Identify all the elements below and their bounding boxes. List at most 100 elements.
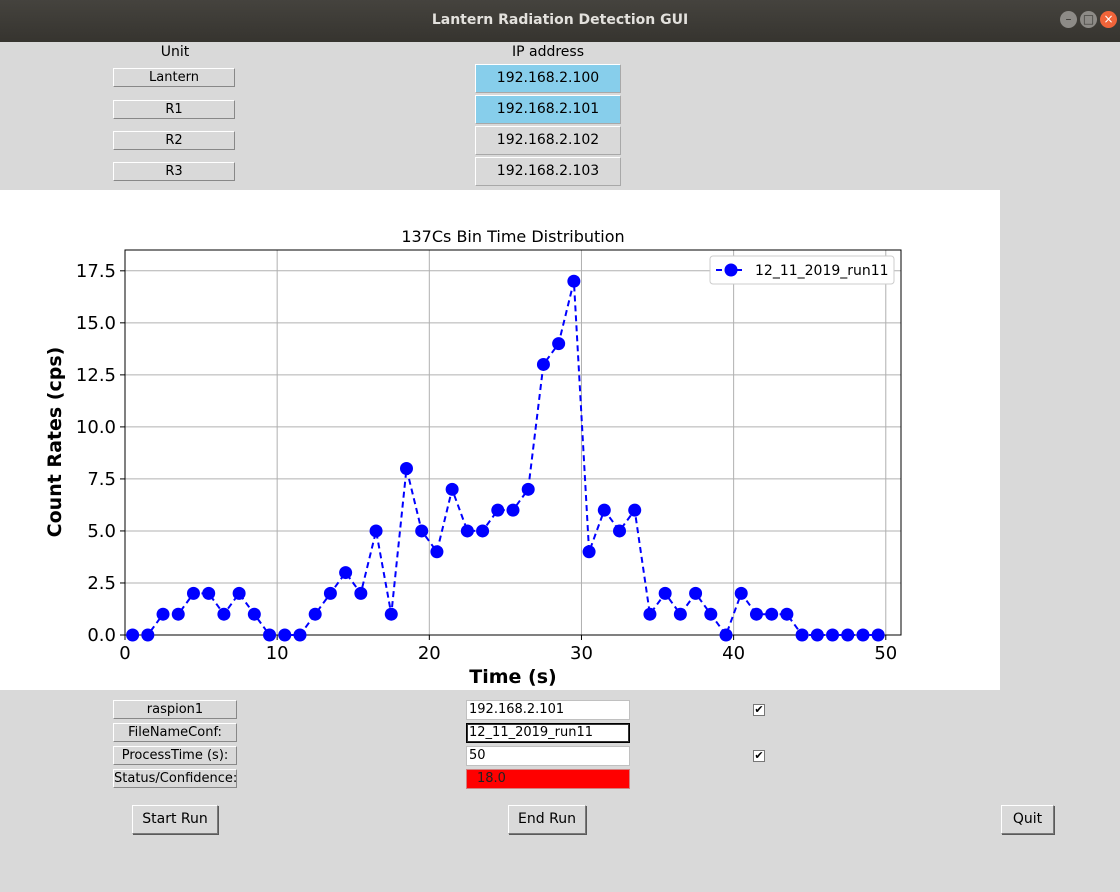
processtime-input[interactable]: 50 (466, 746, 630, 766)
data-point (749, 607, 763, 621)
data-point (293, 628, 307, 642)
chart-xlabel: Time (s) (469, 666, 556, 688)
data-point (506, 503, 520, 517)
chart-legend: 12_11_2019_run11 (709, 255, 895, 285)
data-point (673, 607, 687, 621)
unit-header: Unit (160, 44, 190, 60)
window-titlebar: Lantern Radiation Detection GUI – □ × (0, 0, 1120, 42)
x-tick-label: 30 (570, 643, 593, 664)
data-point (430, 545, 444, 559)
data-point (628, 503, 642, 517)
processtime-checkbox[interactable]: ✔ (753, 749, 765, 762)
plot-canvas: 0 10 20 30 40 50 0.0 2.5 5.0 7.5 10.0 12.5 15.0 17.5 … (0, 190, 1000, 690)
data-point (415, 524, 429, 538)
data-point (521, 482, 535, 496)
data-point (780, 607, 794, 621)
ip-button-r3[interactable]: 192.168.2.103 (475, 157, 621, 186)
data-point (323, 586, 337, 600)
data-point (445, 482, 459, 496)
chart-series (126, 274, 885, 642)
filename-label: FileNameConf: (113, 723, 237, 742)
processtime-label: ProcessTime (s): (113, 746, 237, 765)
data-point (689, 586, 703, 600)
legend-box (709, 255, 895, 285)
data-point (263, 628, 277, 642)
plot-frame (124, 249, 902, 636)
data-point (658, 586, 672, 600)
data-point (460, 524, 474, 538)
start-run-button[interactable]: Start Run (132, 805, 218, 834)
status-label: Status/Confidence: (113, 769, 238, 788)
data-point (202, 586, 216, 600)
chart-ylabel: Count Rates (cps) (44, 347, 66, 538)
data-point (795, 628, 809, 642)
data-point (141, 628, 155, 642)
data-point (186, 586, 200, 600)
minimize-icon[interactable]: – (1060, 11, 1077, 28)
x-tick-label: 20 (418, 643, 441, 664)
maximize-icon[interactable]: □ (1080, 11, 1097, 28)
y-tick-label: 5.0 (87, 521, 116, 542)
data-point (552, 337, 566, 351)
filename-input[interactable]: 12_11_2019_run11 (466, 723, 630, 743)
quit-button[interactable]: Quit (1001, 805, 1054, 834)
y-tick-label: 17.5 (76, 261, 116, 282)
data-point (826, 628, 840, 642)
x-tick-label: 40 (722, 643, 745, 664)
y-tick-label: 7.5 (87, 469, 116, 490)
data-point (369, 524, 383, 538)
window-title: Lantern Radiation Detection GUI (431, 12, 689, 28)
unit-label-r2: R2 (113, 131, 235, 150)
ip-header: IP address (511, 44, 585, 60)
unit-label-r3: R3 (113, 162, 235, 181)
host-checkbox[interactable]: ✔ (753, 703, 765, 716)
legend-marker (724, 263, 738, 277)
y-tick-label: 12.5 (76, 365, 116, 386)
data-point (232, 586, 246, 600)
data-point (354, 586, 368, 600)
data-point (491, 503, 505, 517)
data-point (536, 357, 550, 371)
data-point (841, 628, 855, 642)
x-tick-label: 50 (874, 643, 897, 664)
host-ip-input[interactable]: 192.168.2.101 (466, 700, 630, 720)
data-point (126, 628, 140, 642)
data-point (871, 628, 885, 642)
chart-title: 137Cs Bin Time Distribution (401, 227, 624, 246)
chart-ticks: 0 10 20 30 40 50 0.0 2.5 5.0 7.5 10.0 12.5 15.0 17.5 (76, 261, 897, 664)
y-tick-label: 2.5 (87, 573, 116, 594)
unit-label-r1: R1 (113, 100, 235, 119)
status-confidence-field: 18.0 (466, 769, 630, 789)
data-point (567, 274, 581, 288)
y-tick-label: 15.0 (76, 313, 116, 334)
ip-button-lantern[interactable]: 192.168.2.100 (475, 64, 621, 93)
data-point (643, 607, 657, 621)
data-point (217, 607, 231, 621)
data-point (308, 607, 322, 621)
ip-button-r1[interactable]: 192.168.2.101 (475, 95, 621, 124)
data-point (856, 628, 870, 642)
data-point (613, 524, 627, 538)
x-tick-label: 10 (266, 643, 289, 664)
close-icon[interactable]: × (1100, 11, 1117, 28)
data-point (597, 503, 611, 517)
y-tick-label: 10.0 (76, 417, 116, 438)
data-point (339, 566, 353, 580)
chart-svg: 0 10 20 30 40 500.02.55.07.510.012.515.017.5 … (44, 227, 902, 688)
data-point (704, 607, 718, 621)
data-point (582, 545, 596, 559)
data-point (278, 628, 292, 642)
x-tick-label: 0 (119, 643, 130, 664)
data-point (247, 607, 261, 621)
legend-entry: 12_11_2019_run11 (755, 263, 889, 279)
data-point (384, 607, 398, 621)
end-run-button[interactable]: End Run (508, 805, 586, 834)
data-point (399, 462, 413, 476)
data-point (734, 586, 748, 600)
data-point (156, 607, 170, 621)
ip-button-r2[interactable]: 192.168.2.102 (475, 126, 621, 155)
data-point (719, 628, 733, 642)
data-point (810, 628, 824, 642)
series-line (132, 280, 879, 638)
data-point (765, 607, 779, 621)
